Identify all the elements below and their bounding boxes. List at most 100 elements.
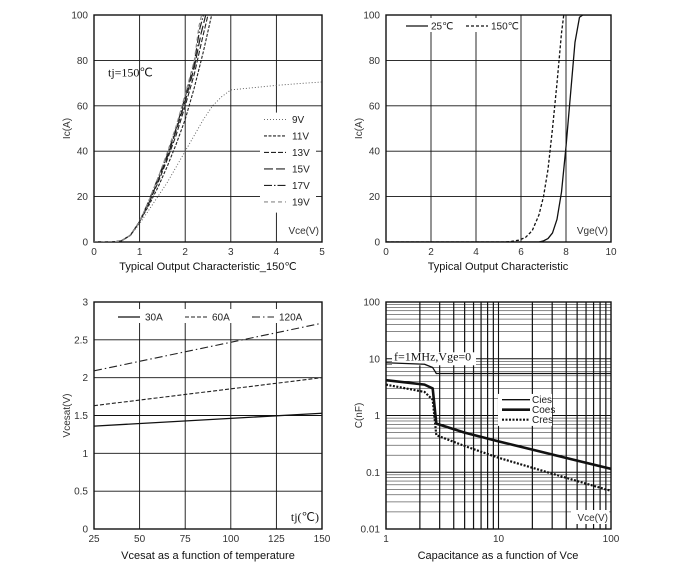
x-tick-label: 10 [605,247,617,258]
x-axis-label-bg [282,510,320,524]
series-line-11V-1 [94,15,213,242]
annotation-bg [392,352,476,366]
y-tick-label: 100 [363,11,380,22]
legend-bg [402,18,520,32]
legend-label: 9V [292,115,305,126]
y-tick-label: 40 [369,147,381,158]
chart-c1: 0 1 2 3 4 5 0 20 40 60 80 100 Ic(A) Vce(V) Typical Out… [62,11,325,274]
legend-label: 30A [145,313,163,324]
series-line-Cies-0 [386,362,611,375]
y-axis-label: C(nF) [354,403,365,429]
legend-label: 13V [292,148,310,159]
series-line-9V-0 [94,81,322,242]
x-tick-label: 8 [563,247,569,258]
y-tick-label: 80 [77,56,89,67]
grid [385,14,612,243]
plot-frame [93,301,323,530]
y-tick-label: 100 [71,11,88,22]
y-tick-label: 40 [77,147,89,158]
series-line-13V-2 [94,15,209,242]
series-line-150-1 [386,15,565,242]
chart-annotation: tj=150℃ [108,65,153,79]
chart-caption: Typical Output Characteristic [428,261,569,273]
series-line-Coes-1 [386,378,611,471]
legend: 9V 11V 13V 15V 17V 19V [260,112,316,213]
plot-frame [385,14,612,243]
legend-label: 19V [292,197,310,208]
series-group [386,15,611,242]
y-tick-label: 0 [374,238,380,249]
chart-caption: Typical Output Characteristic_150℃ [119,261,296,273]
x-tick-label: 50 [134,534,146,545]
x-tick-label: 125 [268,534,285,545]
y-tick-label: 60 [77,101,89,112]
x-tick-label: 4 [473,247,479,258]
series-line-25-0 [386,15,611,242]
y-tick-label: 2 [82,373,88,384]
x-tick-label: 100 [222,534,239,545]
series-line-120A-2 [94,322,322,372]
x-tick-label: 1 [137,247,143,258]
y-tick-label: 0.5 [74,487,88,498]
x-tick-label: 5 [319,247,325,258]
y-tick-label: 0.1 [366,468,380,479]
chart-c4: 1 10 100 0.01 0.1 1 10 100 C(nF) Vce(V) Capacitanc… [354,298,620,563]
x-tick-label: 6 [518,247,524,258]
legend-label: 150℃ [491,22,519,33]
x-axis-label-bg [571,223,609,237]
legend-bg [114,309,314,323]
x-tick-label: 25 [88,534,100,545]
x-tick-label: 0 [91,247,97,258]
y-tick-label: 0 [82,238,88,249]
y-tick-label: 100 [363,298,380,309]
y-tick-label: 80 [369,56,381,67]
plot-frame [93,14,323,243]
x-axis-label-bg [282,223,320,237]
y-tick-label: 1 [82,449,88,460]
series-line-17V-4 [94,15,205,242]
legend: 30A 60A 120A [114,309,314,324]
chart-caption: Capacitance as a function of Vce [418,550,579,562]
x-tick-label: 10 [493,534,505,545]
legend-label: 60A [212,313,230,324]
x-axis-label: Vge(V) [577,226,608,237]
series-group [94,15,322,242]
x-axis-label: Vce(V) [288,226,319,237]
x-axis-label-bg [571,510,609,524]
x-tick-label: 0 [383,247,389,258]
y-axis-label: Vcesat(V) [62,394,73,438]
y-tick-label: 1 [374,411,380,422]
y-axis-label: Ic(A) [354,118,365,139]
x-axis-label: tj(℃) [291,510,319,524]
legend: 25℃ 150℃ [402,18,520,33]
y-tick-label: 2.5 [74,335,88,346]
y-tick-label: 10 [369,354,381,365]
chart-c3: 25 50 75 100 125 150 0 0.5 1 1.5 2 2.5 3 Vcesat(V) tj(… [62,298,331,563]
series-group [386,362,611,492]
legend-bg [260,112,316,213]
y-tick-label: 3 [82,298,88,309]
x-tick-label: 75 [180,534,192,545]
x-tick-label: 100 [603,534,620,545]
legend-label: Cies [532,395,552,406]
legend-label: Cres [532,415,553,426]
y-axis-label: Ic(A) [62,118,73,139]
x-tick-label: 4 [274,247,280,258]
x-tick-label: 150 [314,534,331,545]
legend-label: 25℃ [431,22,453,33]
x-tick-label: 3 [228,247,234,258]
chart-caption: Vcesat as a function of temperature [121,550,295,562]
series-line-60A-1 [94,377,322,407]
series-line-19V-5 [94,15,203,242]
x-tick-label: 1 [383,534,389,545]
x-tick-label: 2 [428,247,434,258]
legend-label: 11V [292,131,309,142]
x-axis-label: Vce(V) [577,513,608,524]
plot-frame [385,301,612,530]
y-tick-label: 1.5 [74,411,88,422]
legend-label: 15V [292,164,310,175]
chart-annotation: f=1MHz,Vge=0 [394,350,471,364]
y-tick-label: 0.01 [361,525,381,536]
